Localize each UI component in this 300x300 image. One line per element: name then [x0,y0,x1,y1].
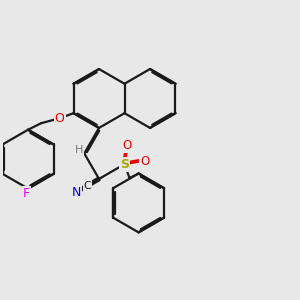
Text: N: N [71,186,81,199]
Text: O: O [55,112,64,125]
Text: O: O [123,139,132,152]
Text: H: H [75,146,83,155]
Text: S: S [120,158,129,171]
Text: C: C [84,181,92,190]
Text: F: F [23,187,30,200]
Text: O: O [140,155,149,168]
